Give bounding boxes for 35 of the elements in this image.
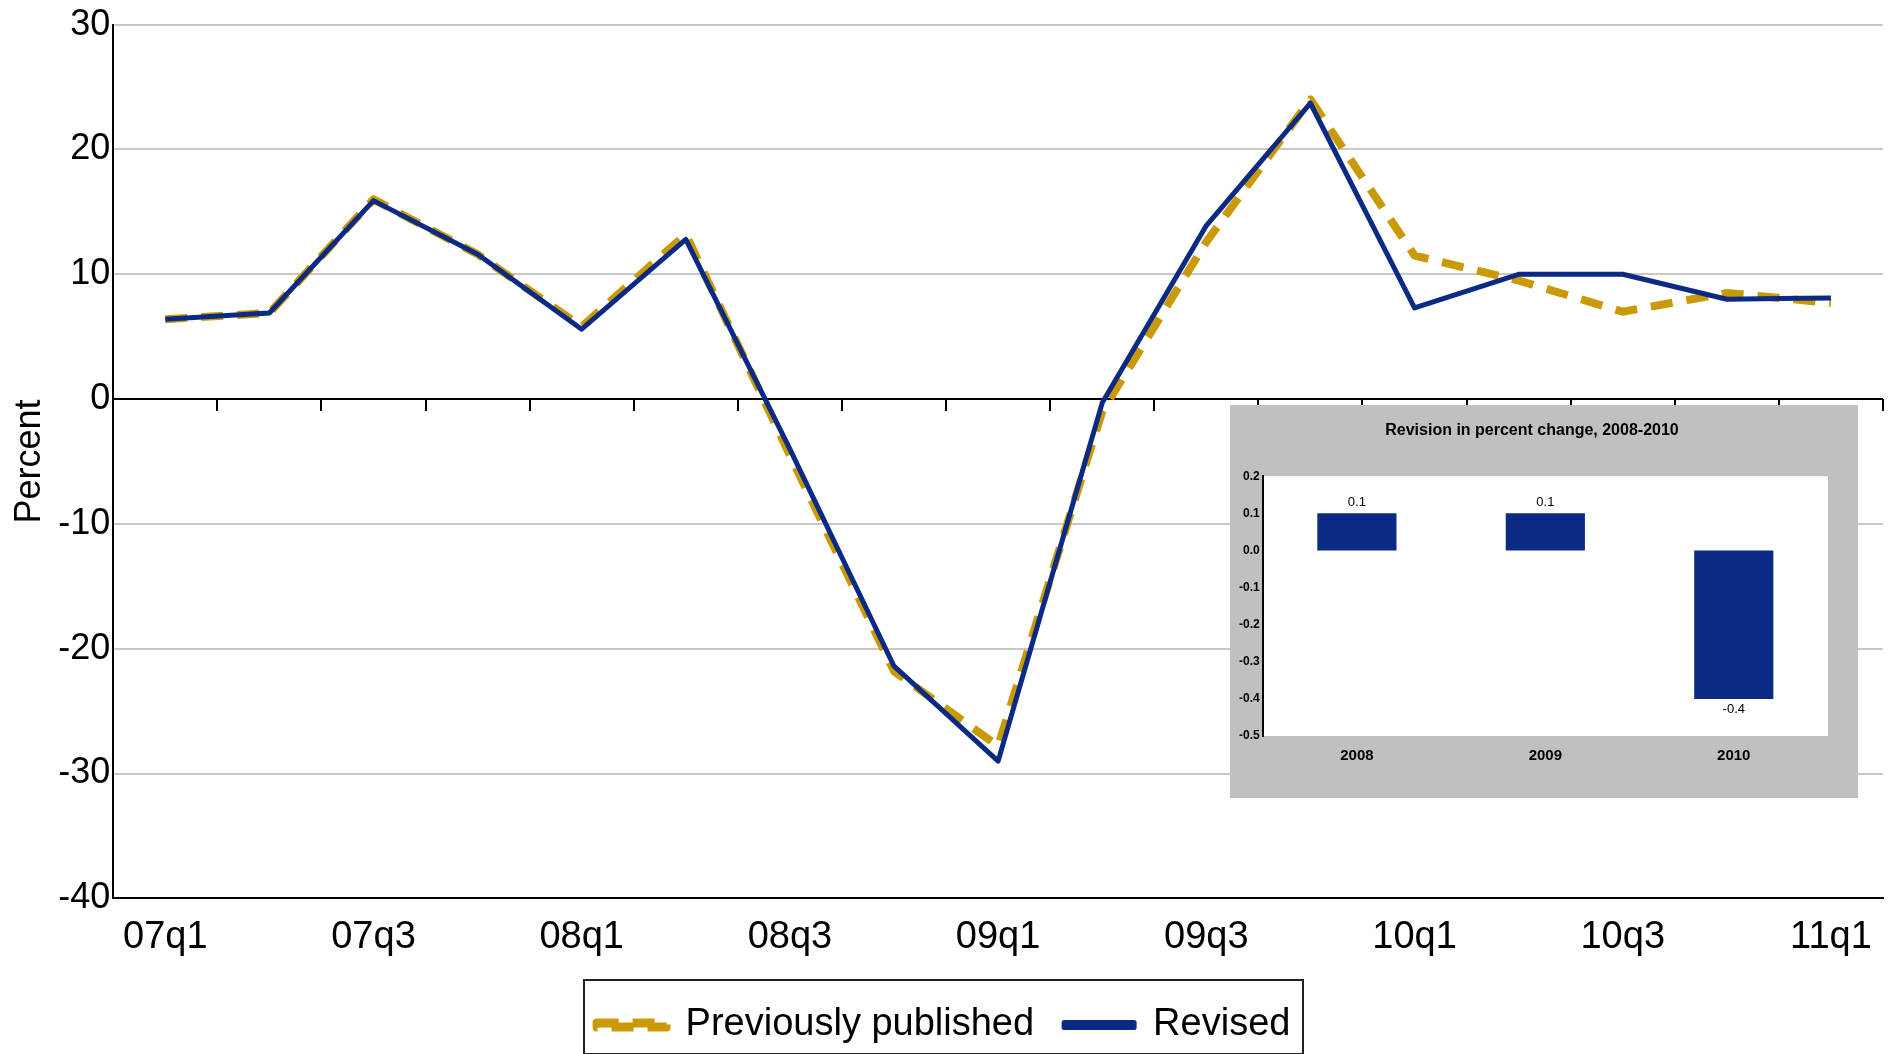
x-tick-label: 08q1 [539,913,624,956]
y-tick-label: -10 [58,500,111,542]
x-tick-label: 10q3 [1580,913,1666,956]
x-tick-label: 07q3 [331,913,416,956]
y-tick-label: -0.4 [1238,691,1260,706]
y-tick-label: -0.5 [1238,728,1260,743]
y-tick-label: -0.2 [1238,616,1260,631]
x-tick-label: 2009 [1528,746,1563,764]
x-tick-label: 09q3 [1164,913,1249,956]
chart-title: Revision in percent change, 2008-2010 [1385,421,1679,439]
x-tick-label: 11q1 [1790,913,1872,956]
y-tick-label: 0.1 [1242,505,1260,520]
y-tick-label: 0.0 [1242,542,1260,557]
y-tick-label: 0.2 [1242,468,1260,483]
legend-label: Revised [1153,1001,1291,1044]
y-tick-label: -20 [58,625,111,667]
x-tick-label: 2008 [1340,746,1374,764]
y-tick-label: -0.1 [1238,579,1260,594]
y-tick-label: 20 [70,126,111,168]
y-tick-label: 0 [90,376,111,418]
y-tick-label: 30 [70,1,111,43]
y-tick-label: -0.3 [1238,654,1260,669]
legend-label: Previously published [685,1001,1035,1044]
data-label: -0.4 [1722,700,1745,716]
data-label: 0.1 [1347,494,1366,510]
y-axis-title: Percent [6,399,48,524]
data-label: 0.1 [1536,494,1555,510]
x-tick-label: 08q3 [747,913,833,956]
x-tick-label: 2010 [1717,746,1751,764]
x-tick-label: 10q1 [1372,913,1457,956]
y-tick-label: -30 [58,750,111,792]
y-tick-label: -40 [58,875,111,917]
y-tick-label: 10 [70,251,111,293]
x-tick-label: 07q1 [123,913,208,956]
x-tick-label: 09q1 [955,913,1041,956]
